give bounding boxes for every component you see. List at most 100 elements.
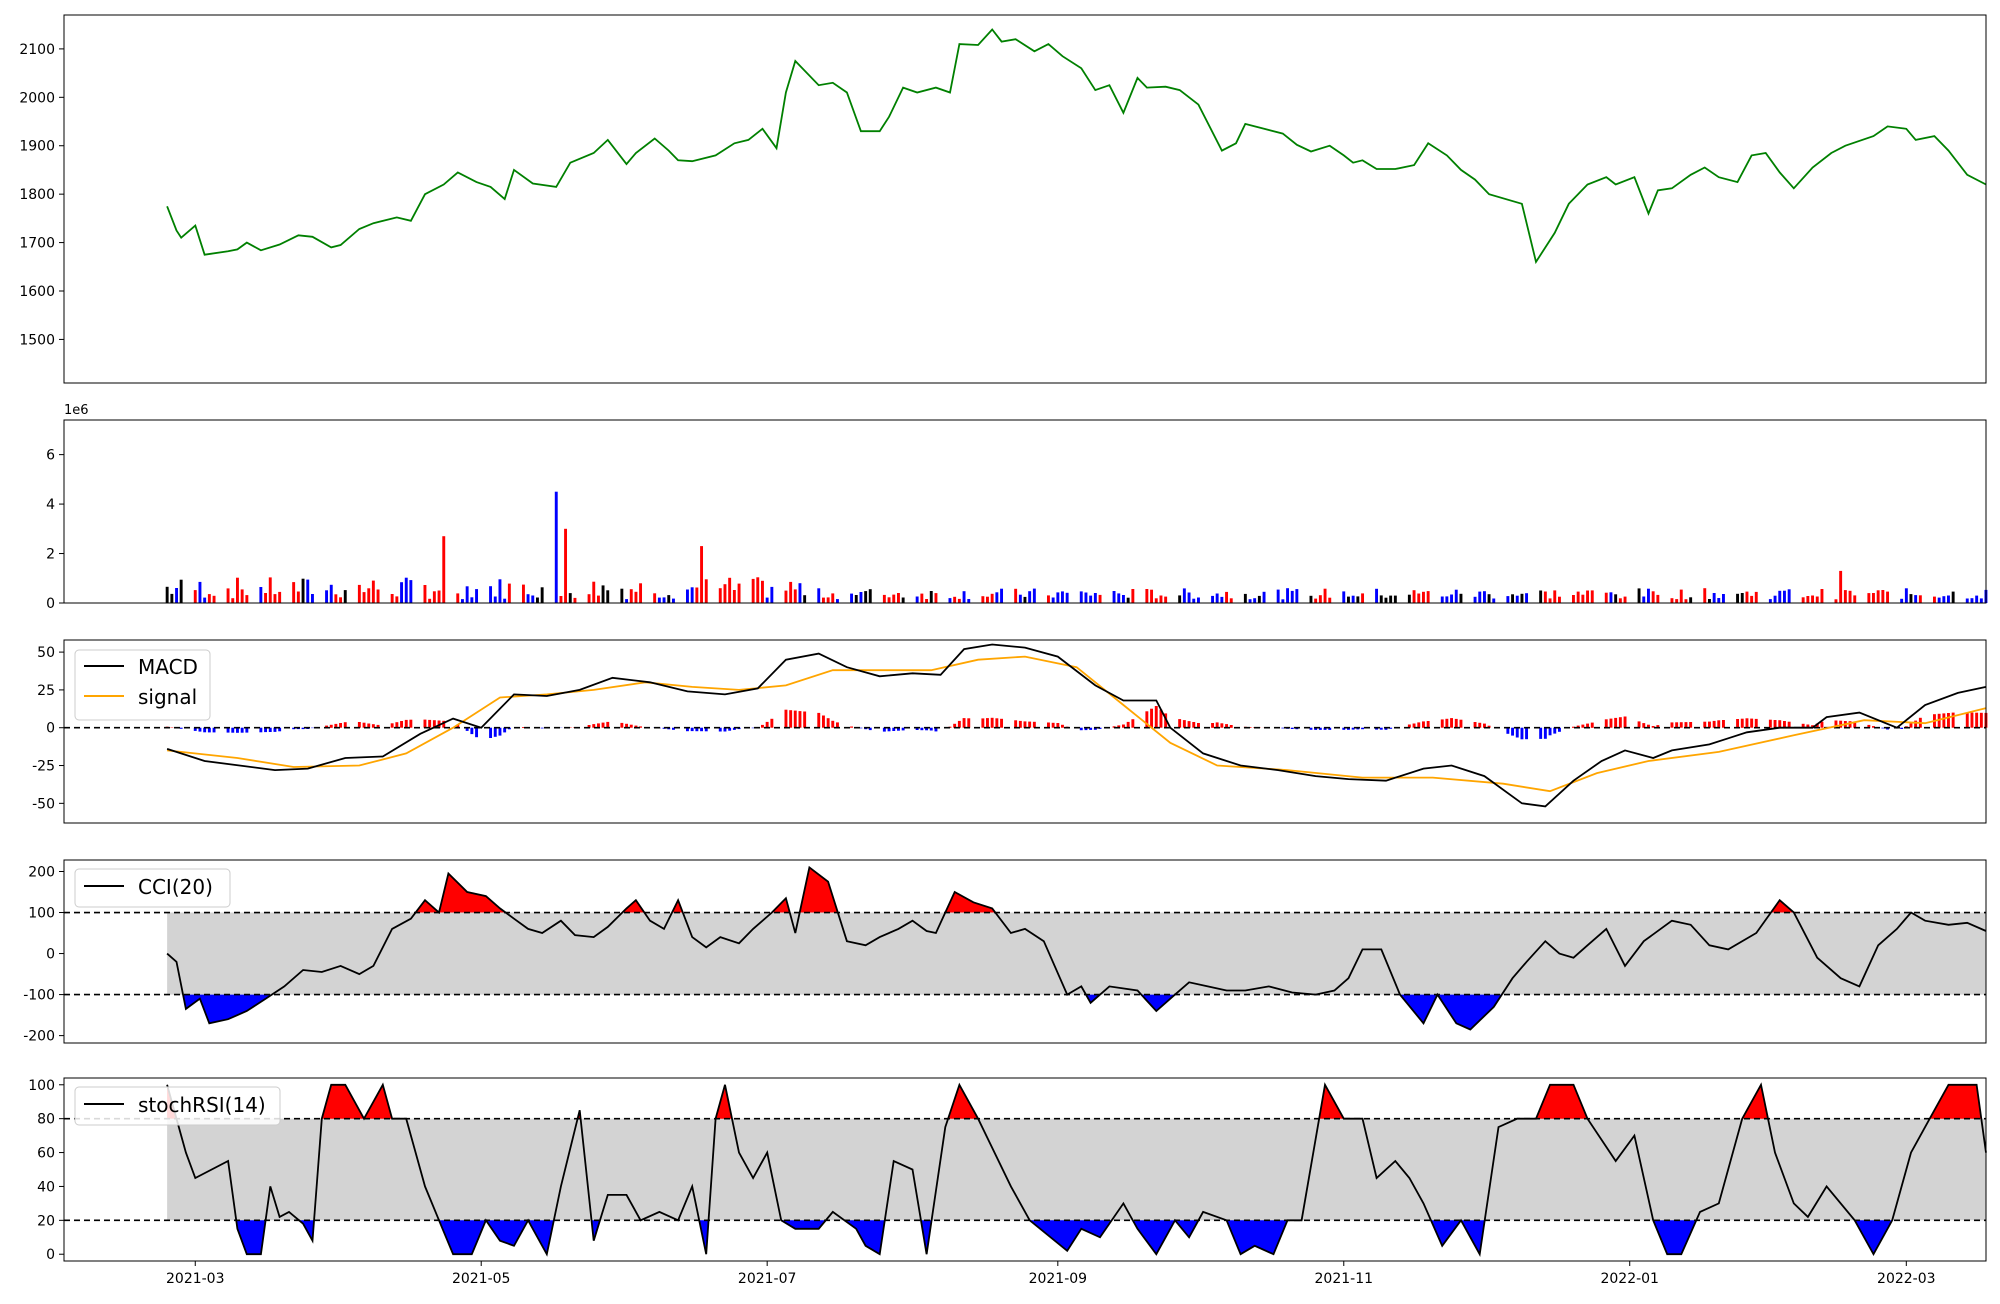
volume-bar: [1455, 590, 1458, 603]
x-tick-label: 2022-01: [1600, 1271, 1659, 1287]
volume-bar: [1258, 596, 1261, 603]
volume-bar: [1033, 589, 1036, 603]
macd-hist-bar: [1610, 719, 1613, 728]
volume-bar: [1356, 596, 1359, 603]
volume-bar: [1886, 592, 1889, 603]
macd-hist-bar: [1722, 720, 1725, 728]
volume-bar: [1741, 593, 1744, 603]
volume-bar: [1319, 595, 1322, 603]
volume-bar: [625, 599, 628, 603]
stoch-ytick-label: 100: [28, 1078, 55, 1094]
macd-hist-bar: [1746, 718, 1749, 727]
volume-bar: [686, 590, 689, 604]
price-ytick-label: 1700: [19, 236, 55, 252]
volume-bar: [1581, 595, 1584, 603]
macd-hist-bar: [428, 720, 431, 728]
macd-hist-bar: [1975, 713, 1978, 728]
volume-bar: [663, 597, 666, 603]
volume-bar: [963, 591, 966, 603]
volume-bar: [930, 591, 933, 603]
macd-hist-bar: [1380, 728, 1383, 730]
volume-bar: [531, 596, 534, 604]
macd-hist-bar: [700, 728, 703, 732]
volume-bar: [1652, 591, 1655, 603]
macd-hist-bar: [1713, 721, 1716, 728]
macd-hist-bar: [1281, 728, 1284, 729]
volume-bar: [372, 581, 375, 603]
macd-hist-bar: [1441, 719, 1444, 727]
volume-bar: [400, 582, 403, 603]
stoch-ytick-label: 80: [37, 1112, 55, 1128]
volume-bar: [1910, 594, 1913, 603]
volume-bar: [489, 586, 492, 603]
macd-hist-bar: [799, 711, 802, 728]
volume-bar: [1056, 592, 1059, 603]
macd-hist-bar: [1516, 728, 1519, 738]
volume-bar: [1178, 595, 1181, 603]
macd-hist-bar: [836, 722, 839, 727]
volume-bar: [606, 590, 609, 603]
volume-bar: [1680, 590, 1683, 603]
stoch-legend: stochRSI(14): [75, 1087, 280, 1125]
volume-bar: [850, 594, 853, 603]
volume-bar: [330, 585, 333, 603]
macd-hist-bar: [1450, 718, 1453, 728]
cci-ytick-label: 0: [46, 947, 55, 963]
macd-hist-bar: [789, 710, 792, 728]
macd-hist-bar: [630, 725, 633, 728]
macd-hist-bar: [1455, 719, 1458, 728]
volume-bar: [1445, 596, 1448, 603]
macd-hist-bar: [1783, 721, 1786, 728]
macd-hist-bar: [1014, 720, 1017, 727]
volume-bar: [405, 578, 408, 603]
price-ytick-label: 1900: [19, 139, 55, 155]
volume-bar: [1122, 595, 1125, 603]
stoch-ytick-label: 0: [46, 1247, 55, 1263]
volume-bar: [1361, 593, 1364, 603]
macd-hist-bar: [541, 728, 544, 729]
volume-bar: [180, 580, 183, 603]
macd-hist-bar: [920, 728, 923, 731]
volume-ytick-label: 0: [46, 596, 55, 612]
volume-bar: [1844, 590, 1847, 603]
volume-bar: [789, 582, 792, 603]
macd-hist-bar: [770, 719, 773, 728]
macd-hist-bar: [1900, 728, 1903, 729]
macd-hist-bar: [1183, 720, 1186, 728]
volume-bar: [1849, 591, 1852, 603]
macd-hist-bar: [1427, 721, 1430, 728]
macd-hist-bar: [1821, 722, 1824, 728]
macd-hist-bar: [489, 728, 492, 738]
volume-bar: [991, 594, 994, 603]
volume-bar: [897, 593, 900, 603]
volume-bar: [1164, 597, 1167, 603]
macd-hist-bar: [1581, 725, 1584, 728]
macd-hist-bar: [1619, 717, 1622, 728]
volume-bar: [1750, 596, 1753, 603]
volume-bar: [560, 596, 563, 603]
macd-hist-bar: [620, 723, 623, 728]
macd-hist-bar: [1750, 719, 1753, 728]
volume-bar: [794, 589, 797, 603]
macd-hist-bar: [400, 721, 403, 728]
volume-bar: [1117, 593, 1120, 603]
volume-bar: [391, 594, 394, 603]
volume-bar: [1422, 592, 1425, 603]
volume-bar: [672, 599, 675, 603]
volume-bar: [1277, 590, 1280, 603]
macd-hist-bar: [1614, 718, 1617, 728]
volume-bar: [1024, 597, 1027, 603]
macd-ytick-label: 50: [37, 645, 55, 661]
volume-bar: [831, 593, 834, 603]
macd-hist-bar: [1216, 722, 1219, 727]
macd-hist-bar: [1061, 725, 1064, 728]
macd-hist-bar: [766, 722, 769, 728]
volume-bar: [1408, 595, 1411, 603]
x-tick-label: 2021-03: [166, 1271, 225, 1287]
volume-bar: [1816, 597, 1819, 604]
volume-bar: [1671, 598, 1674, 603]
volume-bar: [1905, 588, 1908, 603]
macd-hist-bar: [395, 722, 398, 728]
